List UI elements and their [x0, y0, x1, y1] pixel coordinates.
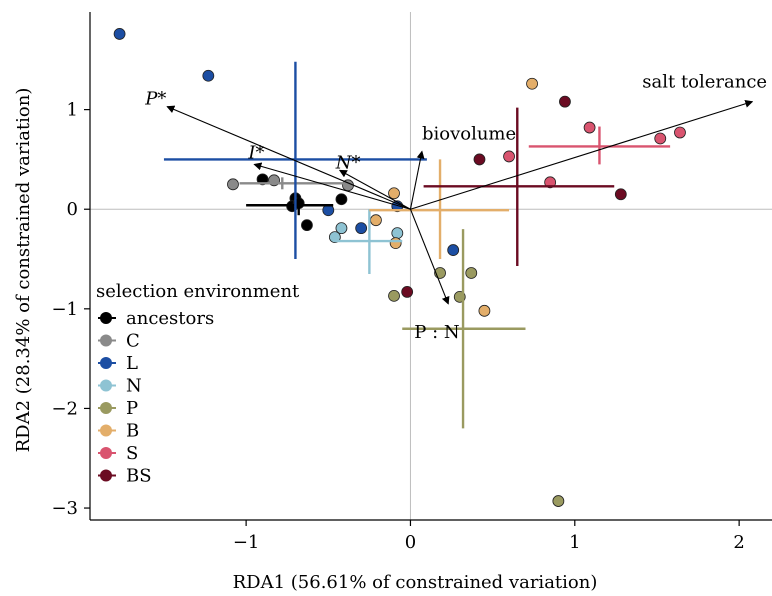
y-tick-label: −2 [51, 398, 78, 419]
x-tick-label: 2 [733, 532, 744, 553]
point-n [328, 231, 341, 244]
legend-label-ancestors: ancestors [126, 308, 214, 329]
legend-label-s: S [126, 443, 138, 464]
vector-arrow [253, 162, 411, 210]
point-s [654, 132, 667, 145]
point-l [447, 244, 460, 256]
point-p [465, 267, 478, 279]
y-axis-title: RDA2 (28.34% of constrained variation) [13, 88, 34, 453]
x-axis-title: RDA1 (56.61% of constrained variation) [233, 572, 598, 593]
vector-label: salt tolerance [642, 72, 767, 93]
legend-label-bs: BS [126, 466, 152, 487]
point-b [478, 304, 491, 317]
environment-vectors: P* I* N* biovolume P : N salt tolerance [144, 72, 767, 343]
point-ancestors [301, 219, 313, 232]
y-tick-label: −1 [51, 299, 78, 320]
point-ancestors [256, 173, 269, 186]
point-b [370, 214, 382, 227]
x-tick-label: 0 [405, 532, 416, 553]
y-tick-label: −3 [51, 498, 78, 519]
point-s [503, 150, 515, 163]
point-s [583, 121, 596, 134]
vector-label: N* [335, 152, 361, 173]
point-bs [614, 188, 627, 201]
point-c [227, 178, 239, 191]
point-n [335, 222, 348, 235]
vector-label: P* [144, 89, 166, 110]
legend-label-p: P [126, 398, 138, 419]
point-l [113, 28, 126, 40]
y-axis: −3 −2 −1 0 1 [51, 12, 91, 520]
point-s [674, 126, 686, 139]
legend-label-n: N [126, 376, 142, 397]
point-bs [559, 95, 571, 108]
point-bs [473, 153, 486, 166]
point-b [526, 77, 538, 90]
x-tick-label: 1 [569, 532, 580, 553]
legend-label-l: L [126, 353, 138, 374]
vector-arrow [409, 150, 425, 210]
point-l [355, 222, 368, 235]
vector-arrow [409, 209, 450, 305]
point-b [388, 187, 400, 200]
point-p [388, 289, 400, 302]
data-points [113, 28, 686, 507]
y-tick-label: 0 [67, 199, 78, 220]
point-bs [401, 285, 414, 298]
point-n [391, 227, 404, 240]
vector-arrow [410, 99, 754, 210]
x-tick-label: −1 [233, 532, 260, 553]
legend-label-b: B [126, 421, 139, 442]
legend-label-c: C [126, 331, 140, 352]
plot-area: P* I* N* biovolume P : N salt tolerance [90, 12, 772, 520]
vector-label: biovolume [422, 123, 516, 144]
legend-title: selection environment [96, 281, 300, 302]
vector-arrow [338, 169, 411, 210]
vector-arrow [166, 105, 411, 210]
vector-label: P : N [414, 322, 459, 343]
point-ancestors [335, 193, 348, 206]
vector-label: I* [247, 142, 264, 163]
point-l [202, 69, 215, 82]
point-b [389, 237, 402, 249]
point-p [552, 495, 565, 507]
point-s [544, 176, 557, 189]
x-axis: −1 0 1 2 [90, 519, 772, 553]
centroid-crosses [163, 61, 671, 429]
y-tick-label: 1 [67, 100, 78, 121]
